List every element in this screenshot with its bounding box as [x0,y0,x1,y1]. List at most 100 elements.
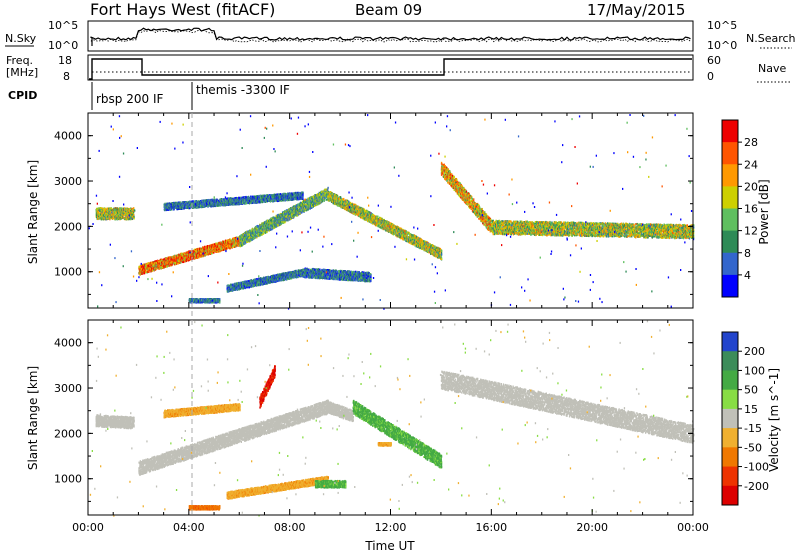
freq-tick-low: 8 [63,70,70,83]
range-gate-cell [101,210,103,212]
range-gate-cell [182,254,184,257]
range-gate-cell [95,209,97,212]
range-gate-cell [149,268,152,270]
range-gate-cell [207,253,209,256]
range-gate-cell [187,256,189,259]
range-gate-cell [152,265,155,268]
range-gate-cell [100,212,102,215]
range-gate-cell [104,212,107,215]
range-gate-cell [121,207,123,210]
range-gate-cell [127,211,130,213]
noise-traces [90,27,691,46]
range-gate-cell [179,261,181,264]
range-gate-cell [188,250,190,253]
range-gate-cell [219,245,221,248]
range-gate-cell [153,263,155,266]
range-gate-cell [183,256,185,259]
range-gate-cell [173,259,175,261]
nsky-trace [90,27,691,46]
range-gate-cell [117,211,119,214]
range-gate-cell [211,248,214,251]
range-gate-cell [213,244,216,247]
nsearch-label: N.Search [746,32,796,45]
range-gate-cell [107,212,109,215]
range-gate-cell [141,272,143,275]
range-gate-cell [185,260,187,263]
range-gate-cell [110,209,113,212]
cpid-program-themis: themis -3300 IF [196,83,290,97]
range-gate-cell [121,210,124,213]
range-gate-cell [126,216,128,219]
range-gate-cell [170,261,172,264]
range-gate-cell [113,211,116,214]
range-gate-cell [115,216,117,219]
range-gate-cell [196,254,198,256]
range-gate-cell [120,217,122,220]
range-gate-cell [192,257,194,260]
range-gate-cell [197,247,200,250]
range-gate-cell [199,248,201,251]
range-gate-cell [203,253,206,256]
range-gate-cell [139,264,141,267]
range-gate-cell [202,255,204,258]
range-gate-cell [215,242,217,245]
range-gate-cell [307,208,309,211]
range-gate-cell [96,217,98,220]
range-gate-cell [168,263,170,266]
range-gate-cell [199,255,201,258]
range-gate-cell [160,266,163,269]
range-gate-cell [166,260,168,263]
range-gate-cell [168,264,171,267]
range-gate-cell [204,248,206,251]
range-gate-cell [99,210,102,213]
range-gate-cell [111,216,113,219]
range-gate-cell [199,254,201,256]
range-gate-cell [154,260,156,263]
range-gate-cell [193,253,195,256]
range-gate-cell [140,268,143,271]
noise-panel [87,20,694,52]
range-gate-cell [319,201,321,204]
range-gate-cell [97,216,99,219]
range-gate-cell [221,245,223,248]
range-gate-cell [169,260,171,263]
range-gate-cell [124,207,126,210]
range-gate-cell [178,254,180,257]
range-gate-cell [120,211,122,214]
range-gate-cell [118,207,121,210]
range-gate-cell [167,262,169,265]
range-gate-cell [221,246,223,249]
range-gate-cell [156,264,158,267]
range-gate-cell [173,254,176,257]
date-label: 17/May/2015 [587,1,685,19]
range-gate-cell [155,266,157,269]
range-gate-cell [132,217,134,220]
range-gate-cell [341,197,343,200]
range-gate-cell [103,207,105,210]
range-gate-cell [198,249,200,252]
range-gate-cell [119,212,121,215]
range-gate-cell [323,199,325,202]
range-gate-cell [115,218,117,221]
range-gate-cell [103,217,105,219]
range-gate-cell [211,247,214,250]
power-heatmap [88,114,695,310]
range-gate-cell [202,246,204,249]
range-gate-cell [206,252,209,255]
range-gate-cell [192,256,194,259]
range-gate-cell [113,211,115,214]
range-gate-cell [343,197,345,200]
range-gate-cell [107,214,109,217]
range-gate-cell [207,245,209,248]
nsearch-tick-low: 10^0 [707,39,737,52]
range-gate-cell [322,200,324,203]
range-gate-cell [151,269,154,272]
range-gate-cell [126,213,128,216]
range-gate-cell [268,226,271,229]
range-gate-cell [209,249,211,252]
range-gate-cell [285,219,287,222]
range-gate-cell [205,251,207,254]
range-gate-cell [130,215,132,218]
range-gate-cell [100,207,102,210]
